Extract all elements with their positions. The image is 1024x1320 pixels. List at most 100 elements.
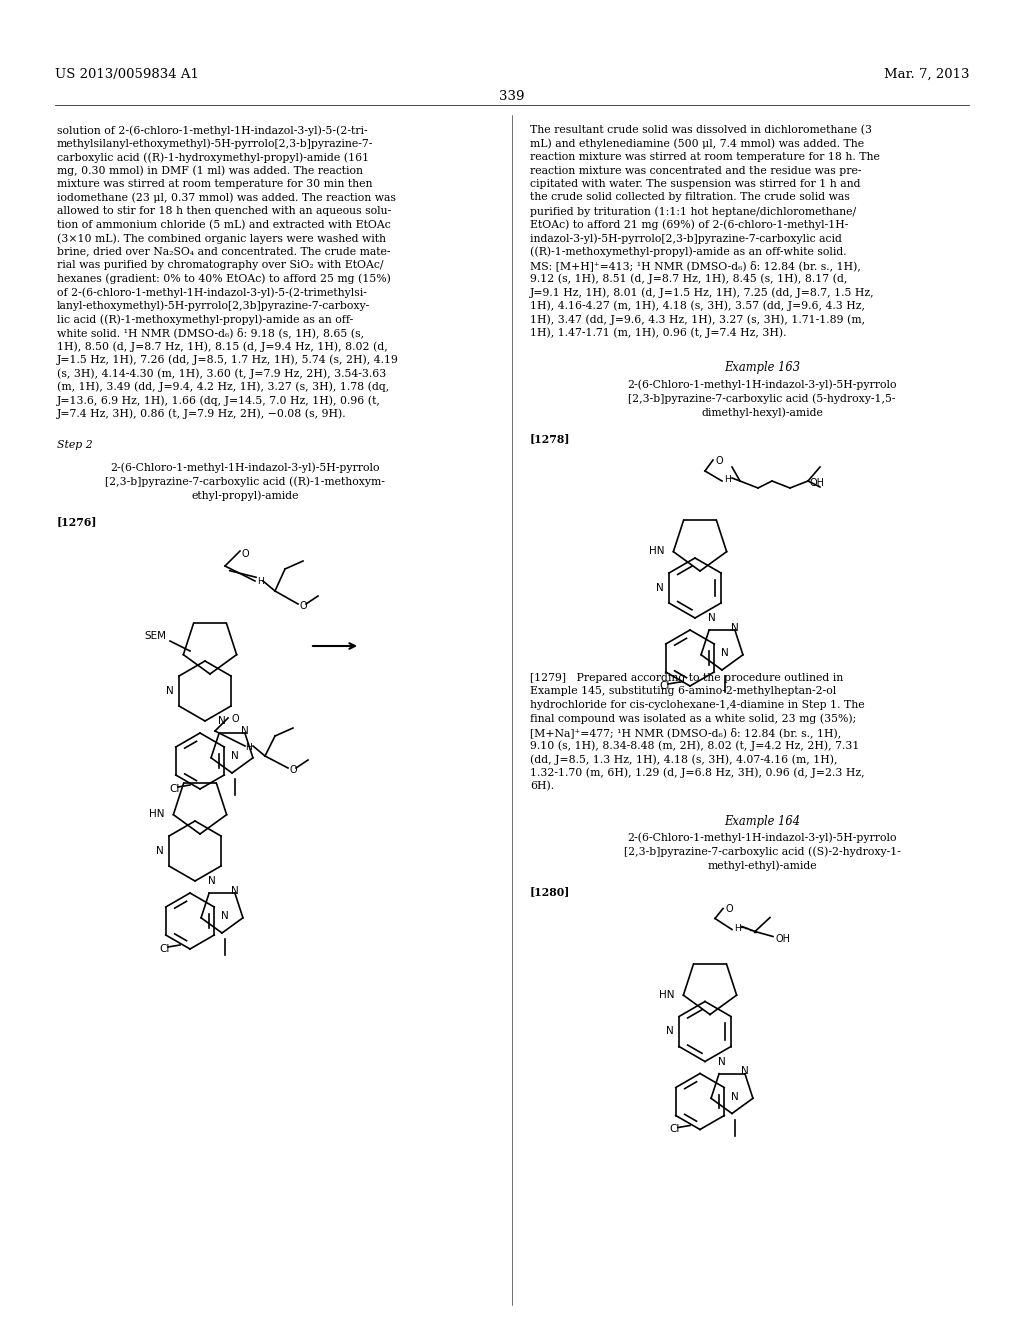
Text: N: N: [718, 1056, 726, 1067]
Text: Example 163: Example 163: [724, 360, 800, 374]
Text: N: N: [221, 911, 229, 921]
Text: O: O: [289, 766, 297, 775]
Text: the crude solid collected by filtration. The crude solid was: the crude solid collected by filtration.…: [530, 193, 850, 202]
Text: The resultant crude solid was dissolved in dichloromethane (3: The resultant crude solid was dissolved …: [530, 125, 872, 136]
Text: hexanes (gradient: 0% to 40% EtOAc) to afford 25 mg (15%): hexanes (gradient: 0% to 40% EtOAc) to a…: [57, 273, 391, 284]
Text: 1.32-1.70 (m, 6H), 1.29 (d, J=6.8 Hz, 3H), 0.96 (d, J=2.3 Hz,: 1.32-1.70 (m, 6H), 1.29 (d, J=6.8 Hz, 3H…: [530, 767, 864, 777]
Text: (3×10 mL). The combined organic layers were washed with: (3×10 mL). The combined organic layers w…: [57, 234, 386, 244]
Text: N: N: [208, 876, 216, 886]
Text: lanyl-ethoxymethyl)-5H-pyrrolo[2,3b]pyrazine-7-carboxy-: lanyl-ethoxymethyl)-5H-pyrrolo[2,3b]pyra…: [57, 301, 371, 312]
Text: HN: HN: [658, 990, 674, 999]
Text: N: N: [656, 583, 664, 593]
Text: iodomethane (23 μl, 0.37 mmol) was added. The reaction was: iodomethane (23 μl, 0.37 mmol) was added…: [57, 193, 396, 203]
Text: hydrochloride for cis-cyclohexane-1,4-diamine in Step 1. The: hydrochloride for cis-cyclohexane-1,4-di…: [530, 700, 864, 710]
Text: 2-(6-Chloro-1-methyl-1H-indazol-3-yl)-5H-pyrrolo: 2-(6-Chloro-1-methyl-1H-indazol-3-yl)-5H…: [628, 833, 897, 843]
Text: 9.12 (s, 1H), 8.51 (d, J=8.7 Hz, 1H), 8.45 (s, 1H), 8.17 (d,: 9.12 (s, 1H), 8.51 (d, J=8.7 Hz, 1H), 8.…: [530, 273, 848, 284]
Text: Cl: Cl: [160, 944, 170, 954]
Text: mg, 0.30 mmol) in DMF (1 ml) was added. The reaction: mg, 0.30 mmol) in DMF (1 ml) was added. …: [57, 165, 362, 176]
Text: allowed to stir for 18 h then quenched with an aqueous solu-: allowed to stir for 18 h then quenched w…: [57, 206, 391, 216]
Text: Mar. 7, 2013: Mar. 7, 2013: [884, 69, 969, 81]
Text: Cl: Cl: [170, 784, 180, 795]
Text: [2,3-b]pyrazine-7-carboxylic acid ((S)-2-hydroxy-1-: [2,3-b]pyrazine-7-carboxylic acid ((S)-2…: [624, 846, 900, 857]
Text: cipitated with water. The suspension was stirred for 1 h and: cipitated with water. The suspension was…: [530, 180, 860, 189]
Text: final compound was isolated as a white solid, 23 mg (35%);: final compound was isolated as a white s…: [530, 714, 856, 725]
Text: O: O: [726, 904, 733, 915]
Text: N: N: [731, 1092, 739, 1101]
Text: J=13.6, 6.9 Hz, 1H), 1.66 (dq, J=14.5, 7.0 Hz, 1H), 0.96 (t,: J=13.6, 6.9 Hz, 1H), 1.66 (dq, J=14.5, 7…: [57, 395, 381, 405]
Text: O: O: [231, 714, 239, 723]
Text: 2-(6-Chloro-1-methyl-1H-indazol-3-yl)-5H-pyrrolo: 2-(6-Chloro-1-methyl-1H-indazol-3-yl)-5H…: [111, 462, 380, 473]
Text: H: H: [257, 577, 264, 586]
Text: ethyl-propyl)-amide: ethyl-propyl)-amide: [191, 490, 299, 500]
Text: N: N: [156, 846, 164, 855]
Text: O: O: [300, 601, 307, 611]
Text: (dd, J=8.5, 1.3 Hz, 1H), 4.18 (s, 3H), 4.07-4.16 (m, 1H),: (dd, J=8.5, 1.3 Hz, 1H), 4.18 (s, 3H), 4…: [530, 754, 838, 764]
Text: N: N: [231, 751, 239, 762]
Text: purified by trituration (1:1:1 hot heptane/dichloromethane/: purified by trituration (1:1:1 hot hepta…: [530, 206, 856, 216]
Text: dimethyl-hexyl)-amide: dimethyl-hexyl)-amide: [701, 407, 823, 417]
Text: N: N: [721, 648, 729, 657]
Text: [1280]: [1280]: [530, 887, 570, 898]
Text: O: O: [716, 455, 724, 466]
Text: indazol-3-yl)-5H-pyrrolo[2,3-b]pyrazine-7-carboxylic acid: indazol-3-yl)-5H-pyrrolo[2,3-b]pyrazine-…: [530, 234, 842, 244]
Text: Example 164: Example 164: [724, 814, 800, 828]
Text: carboxylic acid ((R)-1-hydroxymethyl-propyl)-amide (161: carboxylic acid ((R)-1-hydroxymethyl-pro…: [57, 152, 369, 162]
Text: N: N: [741, 1067, 749, 1077]
Text: N: N: [241, 726, 249, 737]
Text: [1279]   Prepared according to the procedure outlined in: [1279] Prepared according to the procedu…: [530, 673, 843, 682]
Text: N: N: [667, 1027, 674, 1036]
Text: OH: OH: [775, 933, 790, 944]
Text: 1H), 1.47-1.71 (m, 1H), 0.96 (t, J=7.4 Hz, 3H).: 1H), 1.47-1.71 (m, 1H), 0.96 (t, J=7.4 H…: [530, 327, 786, 338]
Text: methyl-ethyl)-amide: methyl-ethyl)-amide: [708, 861, 817, 871]
Text: Cl: Cl: [659, 681, 670, 690]
Text: HN: HN: [148, 809, 164, 818]
Text: [2,3-b]pyrazine-7-carboxylic acid ((R)-1-methoxym-: [2,3-b]pyrazine-7-carboxylic acid ((R)-1…: [105, 477, 385, 487]
Text: J=7.4 Hz, 3H), 0.86 (t, J=7.9 Hz, 2H), −0.08 (s, 9H).: J=7.4 Hz, 3H), 0.86 (t, J=7.9 Hz, 2H), −…: [57, 408, 347, 418]
Text: H: H: [724, 475, 731, 484]
Text: white solid. ¹H NMR (DMSO-d₆) δ: 9.18 (s, 1H), 8.65 (s,: white solid. ¹H NMR (DMSO-d₆) δ: 9.18 (s…: [57, 327, 365, 338]
Text: 6H).: 6H).: [530, 781, 554, 791]
Text: [1276]: [1276]: [57, 516, 97, 527]
Text: 1H), 4.16-4.27 (m, 1H), 4.18 (s, 3H), 3.57 (dd, J=9.6, 4.3 Hz,: 1H), 4.16-4.27 (m, 1H), 4.18 (s, 3H), 3.…: [530, 301, 865, 312]
Text: [M+Na]⁺=477; ¹H NMR (DMSO-d₆) δ: 12.84 (br. s., 1H),: [M+Na]⁺=477; ¹H NMR (DMSO-d₆) δ: 12.84 (…: [530, 727, 842, 738]
Text: [1278]: [1278]: [530, 433, 570, 444]
Text: SEM: SEM: [144, 631, 166, 642]
Text: mixture was stirred at room temperature for 30 min then: mixture was stirred at room temperature …: [57, 180, 373, 189]
Text: of 2-(6-chloro-1-methyl-1H-indazol-3-yl)-5-(2-trimethylsi-: of 2-(6-chloro-1-methyl-1H-indazol-3-yl)…: [57, 286, 367, 297]
Text: 1H), 8.50 (d, J=8.7 Hz, 1H), 8.15 (d, J=9.4 Hz, 1H), 8.02 (d,: 1H), 8.50 (d, J=8.7 Hz, 1H), 8.15 (d, J=…: [57, 341, 388, 351]
Text: N: N: [709, 612, 716, 623]
Text: brine, dried over Na₂SO₄ and concentrated. The crude mate-: brine, dried over Na₂SO₄ and concentrate…: [57, 247, 390, 256]
Text: OH: OH: [810, 478, 825, 488]
Text: methylsilanyl-ethoxymethyl)-5H-pyrrolo[2,3-b]pyrazine-7-: methylsilanyl-ethoxymethyl)-5H-pyrrolo[2…: [57, 139, 374, 149]
Text: Example 145, substituting 6-amino-2-methylheptan-2-ol: Example 145, substituting 6-amino-2-meth…: [530, 686, 837, 697]
Text: [2,3-b]pyrazine-7-carboxylic acid (5-hydroxy-1,5-: [2,3-b]pyrazine-7-carboxylic acid (5-hyd…: [629, 393, 896, 404]
Text: HN: HN: [648, 546, 664, 556]
Text: N: N: [731, 623, 739, 634]
Text: (m, 1H), 3.49 (dd, J=9.4, 4.2 Hz, 1H), 3.27 (s, 3H), 1.78 (dq,: (m, 1H), 3.49 (dd, J=9.4, 4.2 Hz, 1H), 3…: [57, 381, 389, 392]
Text: EtOAc) to afford 21 mg (69%) of 2-(6-chloro-1-methyl-1H-: EtOAc) to afford 21 mg (69%) of 2-(6-chl…: [530, 219, 848, 230]
Text: Cl: Cl: [670, 1125, 680, 1134]
Text: 1H), 3.47 (dd, J=9.6, 4.3 Hz, 1H), 3.27 (s, 3H), 1.71-1.89 (m,: 1H), 3.47 (dd, J=9.6, 4.3 Hz, 1H), 3.27 …: [530, 314, 865, 325]
Text: 9.10 (s, 1H), 8.34-8.48 (m, 2H), 8.02 (t, J=4.2 Hz, 2H), 7.31: 9.10 (s, 1H), 8.34-8.48 (m, 2H), 8.02 (t…: [530, 741, 859, 751]
Text: reaction mixture was stirred at room temperature for 18 h. The: reaction mixture was stirred at room tem…: [530, 152, 880, 162]
Text: H: H: [734, 924, 740, 933]
Text: J=9.1 Hz, 1H), 8.01 (d, J=1.5 Hz, 1H), 7.25 (dd, J=8.7, 1.5 Hz,: J=9.1 Hz, 1H), 8.01 (d, J=1.5 Hz, 1H), 7…: [530, 286, 874, 297]
Text: ((R)-1-methoxymethyl-propyl)-amide as an off-white solid.: ((R)-1-methoxymethyl-propyl)-amide as an…: [530, 247, 847, 257]
Text: N: N: [218, 715, 226, 726]
Text: N: N: [166, 686, 174, 696]
Text: reaction mixture was concentrated and the residue was pre-: reaction mixture was concentrated and th…: [530, 165, 861, 176]
Text: O: O: [242, 549, 250, 558]
Text: H: H: [245, 743, 252, 752]
Text: N: N: [231, 886, 239, 896]
Text: 2-(6-Chloro-1-methyl-1H-indazol-3-yl)-5H-pyrrolo: 2-(6-Chloro-1-methyl-1H-indazol-3-yl)-5H…: [628, 379, 897, 389]
Text: Step 2: Step 2: [57, 440, 92, 450]
Text: J=1.5 Hz, 1H), 7.26 (dd, J=8.5, 1.7 Hz, 1H), 5.74 (s, 2H), 4.19: J=1.5 Hz, 1H), 7.26 (dd, J=8.5, 1.7 Hz, …: [57, 355, 399, 366]
Text: tion of ammonium chloride (5 mL) and extracted with EtOAc: tion of ammonium chloride (5 mL) and ext…: [57, 219, 391, 230]
Text: US 2013/0059834 A1: US 2013/0059834 A1: [55, 69, 199, 81]
Text: solution of 2-(6-chloro-1-methyl-1H-indazol-3-yl)-5-(2-tri-: solution of 2-(6-chloro-1-methyl-1H-inda…: [57, 125, 368, 136]
Text: rial was purified by chromatography over SiO₂ with EtOAc/: rial was purified by chromatography over…: [57, 260, 384, 271]
Text: lic acid ((R)-1-methoxymethyl-propyl)-amide as an off-: lic acid ((R)-1-methoxymethyl-propyl)-am…: [57, 314, 353, 325]
Text: MS: [M+H]⁺=413; ¹H NMR (DMSO-d₆) δ: 12.84 (br. s., 1H),: MS: [M+H]⁺=413; ¹H NMR (DMSO-d₆) δ: 12.8…: [530, 260, 861, 271]
Text: 339: 339: [500, 90, 524, 103]
Text: (s, 3H), 4.14-4.30 (m, 1H), 3.60 (t, J=7.9 Hz, 2H), 3.54-3.63: (s, 3H), 4.14-4.30 (m, 1H), 3.60 (t, J=7…: [57, 368, 386, 379]
